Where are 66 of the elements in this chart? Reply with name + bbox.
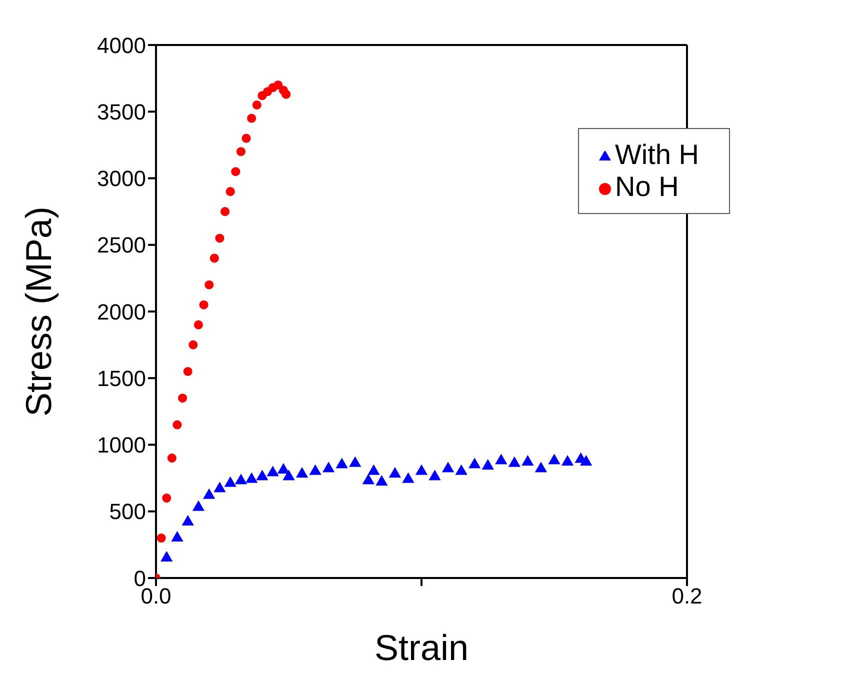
point xyxy=(266,466,279,476)
y-tick-label: 2500 xyxy=(97,232,146,258)
point xyxy=(242,134,251,143)
point xyxy=(246,472,258,483)
point xyxy=(580,455,592,466)
x-axis-title: Strain xyxy=(374,627,469,668)
point xyxy=(256,470,268,480)
point xyxy=(178,394,188,403)
point xyxy=(215,234,224,243)
point xyxy=(234,474,248,484)
point xyxy=(210,254,219,263)
point xyxy=(388,467,402,478)
y-tick-label: 2000 xyxy=(97,299,146,324)
point xyxy=(252,100,262,110)
y-tick-label: 3000 xyxy=(97,166,146,192)
point xyxy=(282,470,295,480)
point xyxy=(224,476,236,487)
point xyxy=(415,464,428,475)
point xyxy=(309,464,322,475)
point xyxy=(322,462,335,472)
point xyxy=(336,458,348,468)
point xyxy=(508,456,521,467)
point xyxy=(368,464,380,475)
point xyxy=(468,458,481,468)
y-tick-label: 500 xyxy=(109,499,146,524)
point xyxy=(199,300,208,310)
point xyxy=(349,456,362,467)
point xyxy=(171,531,184,542)
point xyxy=(160,550,173,562)
point xyxy=(226,187,235,196)
point xyxy=(534,462,548,472)
point xyxy=(204,280,214,290)
point xyxy=(362,474,374,484)
point xyxy=(188,340,198,350)
point xyxy=(231,167,240,176)
point xyxy=(247,114,256,123)
point xyxy=(522,455,534,466)
point xyxy=(455,464,468,475)
x-tick-label: 0.2 xyxy=(672,584,702,609)
point xyxy=(203,488,216,499)
point xyxy=(561,455,574,466)
y-axis-title: Stress (MPa) xyxy=(18,206,59,417)
point xyxy=(214,482,226,492)
point xyxy=(220,207,230,216)
point xyxy=(376,475,388,486)
point xyxy=(172,420,182,430)
y-tick-label: 4000 xyxy=(97,32,146,58)
point xyxy=(482,459,494,470)
legend-label: No H xyxy=(615,171,679,202)
point xyxy=(182,515,194,526)
point xyxy=(296,467,308,478)
point xyxy=(282,90,291,99)
point xyxy=(402,472,414,483)
point xyxy=(442,462,454,472)
point xyxy=(194,320,203,330)
point xyxy=(183,366,192,376)
y-tick-label: 1000 xyxy=(97,432,146,458)
point xyxy=(548,454,560,464)
y-tick-label: 3500 xyxy=(97,99,146,124)
legend-label: With H xyxy=(615,139,699,170)
point xyxy=(495,454,508,464)
point xyxy=(274,80,283,90)
point xyxy=(428,470,441,480)
point xyxy=(192,500,205,511)
point xyxy=(236,147,246,156)
y-tick-label: 1500 xyxy=(97,366,146,391)
